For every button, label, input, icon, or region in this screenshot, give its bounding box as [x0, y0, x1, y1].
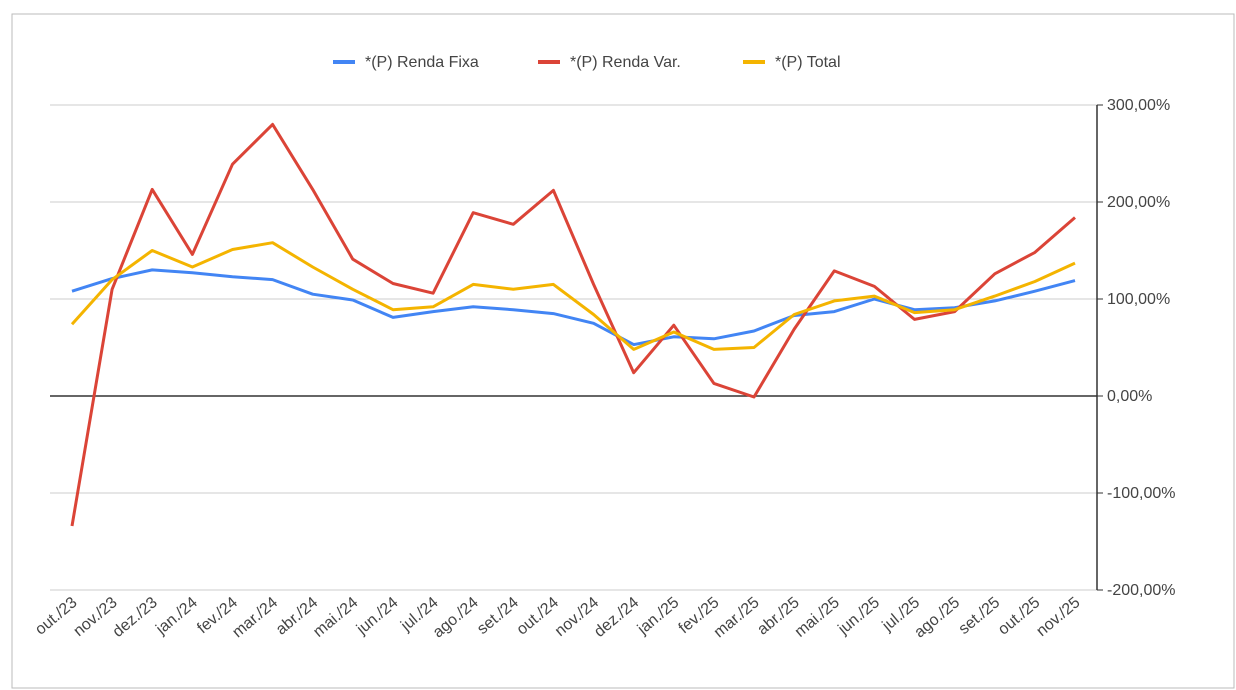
y-tick-label: 0,00% — [1107, 388, 1152, 405]
y-tick-label: -200,00% — [1107, 582, 1176, 599]
y-tick-label: -100,00% — [1107, 485, 1176, 502]
y-tick-label: 200,00% — [1107, 194, 1170, 211]
y-tick-label: 100,00% — [1107, 291, 1170, 308]
y-tick-label: 300,00% — [1107, 97, 1170, 114]
series-line — [70, 241, 1076, 351]
legend-label: *(P) Renda Var. — [570, 54, 681, 71]
legend-label: *(P) Total — [775, 54, 841, 71]
series-line — [70, 122, 1076, 527]
series-line — [71, 268, 1076, 347]
legend-label: *(P) Renda Fixa — [365, 54, 479, 71]
